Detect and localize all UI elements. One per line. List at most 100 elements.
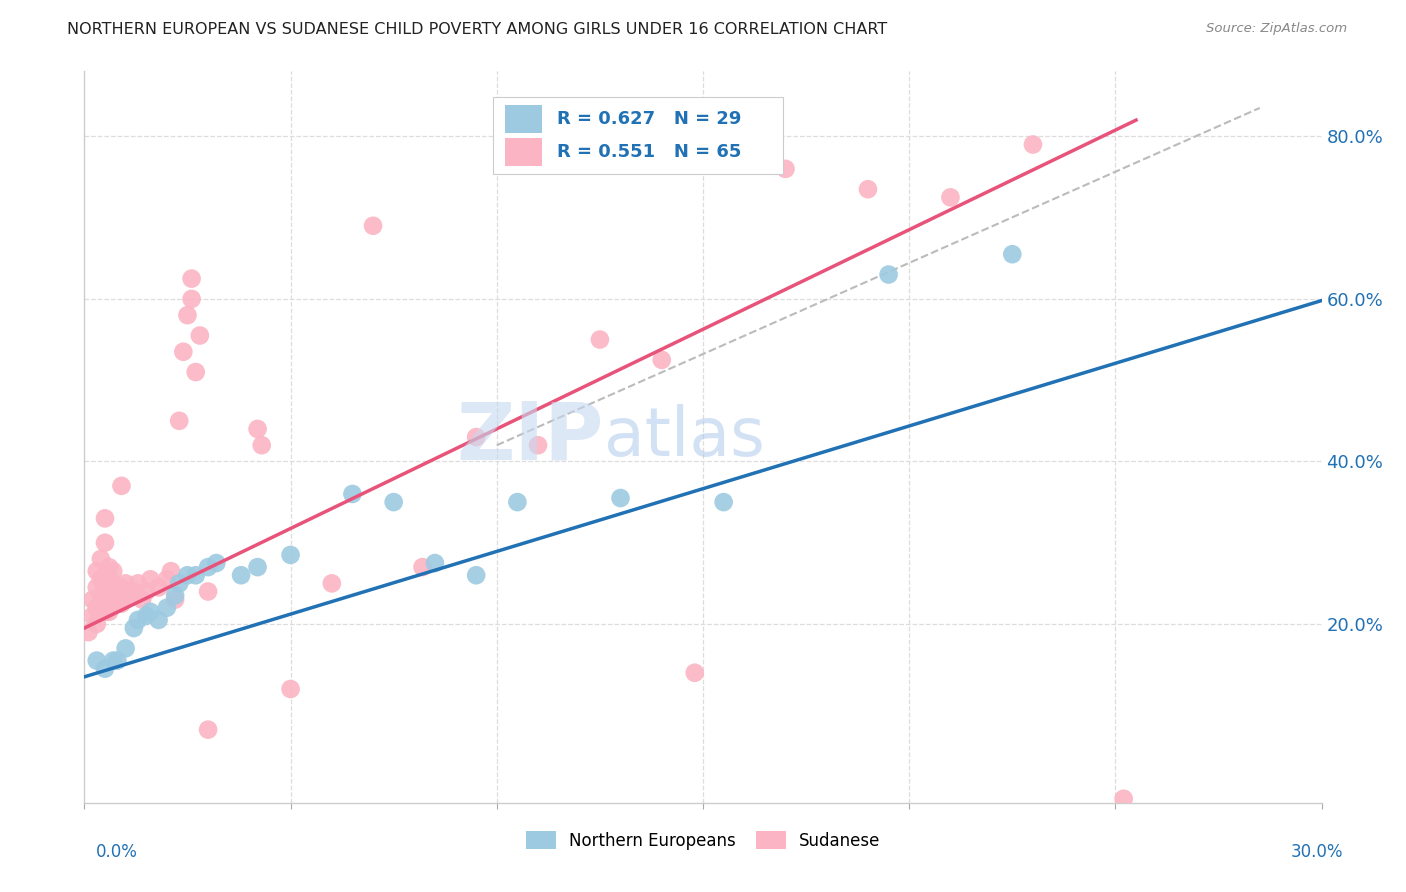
Point <box>713 495 735 509</box>
Point <box>82 592 104 607</box>
Point <box>165 592 187 607</box>
Point <box>90 572 112 586</box>
Point <box>86 654 108 668</box>
Text: atlas: atlas <box>605 404 765 470</box>
Point <box>110 597 132 611</box>
Point <box>98 572 121 586</box>
Point <box>1112 791 1135 805</box>
Point <box>90 552 112 566</box>
Point <box>110 581 132 595</box>
FancyBboxPatch shape <box>505 105 543 133</box>
Point <box>184 568 207 582</box>
Point <box>506 495 529 509</box>
Point <box>86 600 108 615</box>
Point <box>180 292 202 306</box>
Point <box>118 584 141 599</box>
Text: ZIP: ZIP <box>457 398 605 476</box>
Point <box>197 584 219 599</box>
Point <box>139 572 162 586</box>
Point <box>98 589 121 603</box>
Legend: Northern Europeans, Sudanese: Northern Europeans, Sudanese <box>519 824 887 856</box>
FancyBboxPatch shape <box>505 138 543 166</box>
Point <box>683 665 706 680</box>
FancyBboxPatch shape <box>492 97 783 174</box>
Text: R = 0.627   N = 29: R = 0.627 N = 29 <box>557 110 741 128</box>
Point <box>527 438 550 452</box>
Point <box>280 681 302 696</box>
Point <box>94 535 117 549</box>
Point <box>114 641 136 656</box>
Point <box>156 572 179 586</box>
Point <box>127 613 149 627</box>
Point <box>135 584 157 599</box>
Text: Source: ZipAtlas.com: Source: ZipAtlas.com <box>1206 22 1347 36</box>
Point <box>110 479 132 493</box>
Point <box>651 352 673 367</box>
Point <box>86 581 108 595</box>
Point <box>342 487 364 501</box>
Point <box>589 333 612 347</box>
Point <box>103 564 125 578</box>
Point <box>135 608 157 623</box>
Point <box>856 182 879 196</box>
Point <box>77 625 100 640</box>
Text: NORTHERN EUROPEAN VS SUDANESE CHILD POVERTY AMONG GIRLS UNDER 16 CORRELATION CHA: NORTHERN EUROPEAN VS SUDANESE CHILD POVE… <box>67 22 887 37</box>
Point <box>98 605 121 619</box>
Point <box>361 219 384 233</box>
Point <box>1001 247 1024 261</box>
Point <box>180 271 202 285</box>
Point <box>94 605 117 619</box>
Point <box>465 568 488 582</box>
Point <box>103 576 125 591</box>
Point <box>205 556 228 570</box>
Point <box>86 617 108 632</box>
Point <box>94 584 117 599</box>
Point <box>105 597 128 611</box>
Point <box>382 495 405 509</box>
Point <box>465 430 488 444</box>
Point <box>188 328 211 343</box>
Point <box>423 556 446 570</box>
Point <box>103 654 125 668</box>
Point <box>127 576 149 591</box>
Point <box>103 597 125 611</box>
Point <box>86 564 108 578</box>
Point <box>82 608 104 623</box>
Point <box>229 568 252 582</box>
Point <box>280 548 302 562</box>
Point <box>148 581 170 595</box>
Point <box>122 584 145 599</box>
Point <box>90 589 112 603</box>
Point <box>131 592 153 607</box>
Point <box>167 414 190 428</box>
Point <box>148 613 170 627</box>
Point <box>775 161 797 176</box>
Point <box>713 129 735 144</box>
Point <box>176 568 198 582</box>
Point <box>105 581 128 595</box>
Point <box>184 365 207 379</box>
Text: 30.0%: 30.0% <box>1291 843 1343 861</box>
Point <box>321 576 343 591</box>
Point <box>246 422 269 436</box>
Point <box>105 654 128 668</box>
Point <box>139 605 162 619</box>
Text: 0.0%: 0.0% <box>96 843 138 861</box>
Point <box>877 268 900 282</box>
Point <box>939 190 962 204</box>
Point <box>98 560 121 574</box>
Point <box>1022 137 1045 152</box>
Point <box>172 344 194 359</box>
Point <box>609 491 631 505</box>
Point <box>90 605 112 619</box>
Point <box>176 308 198 322</box>
Point <box>250 438 273 452</box>
Point <box>412 560 434 574</box>
Point <box>165 589 187 603</box>
Point <box>94 511 117 525</box>
Point <box>114 576 136 591</box>
Point <box>114 592 136 607</box>
Point <box>156 600 179 615</box>
Point <box>160 564 183 578</box>
Point <box>167 576 190 591</box>
